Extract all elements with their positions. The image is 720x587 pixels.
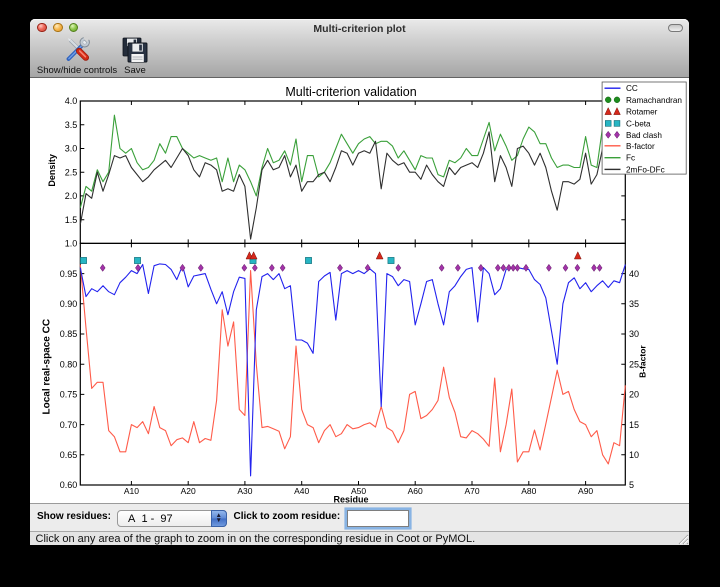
svg-text:Multi-criterion validation: Multi-criterion validation [285, 85, 416, 99]
svg-text:3.0: 3.0 [65, 144, 78, 154]
svg-text:10: 10 [629, 450, 639, 460]
svg-text:40: 40 [629, 269, 639, 279]
svg-text:CC: CC [626, 84, 638, 93]
svg-text:2.5: 2.5 [65, 167, 78, 177]
svg-text:0.60: 0.60 [60, 480, 78, 490]
svg-text:35: 35 [629, 299, 639, 309]
svg-text:Local real-space CC: Local real-space CC [42, 319, 53, 415]
svg-text:2.0: 2.0 [65, 191, 78, 201]
svg-text:25: 25 [629, 359, 639, 369]
svg-text:Rotamer: Rotamer [626, 108, 658, 117]
svg-text:3.5: 3.5 [65, 120, 78, 130]
svg-text:Fc: Fc [626, 154, 635, 163]
svg-text:20: 20 [629, 390, 639, 400]
svg-text:Density: Density [47, 154, 57, 187]
svg-text:0.95: 0.95 [60, 269, 78, 279]
svg-text:0.65: 0.65 [60, 450, 78, 460]
svg-text:Ramachandran: Ramachandran [626, 96, 682, 105]
svg-text:0.85: 0.85 [60, 329, 78, 339]
svg-text:0.90: 0.90 [60, 299, 78, 309]
svg-text:30: 30 [629, 329, 639, 339]
svg-text:B-factor: B-factor [638, 345, 648, 378]
svg-text:2mFo-DFc: 2mFo-DFc [626, 165, 665, 174]
svg-text:A40: A40 [294, 486, 309, 496]
svg-text:A10: A10 [124, 486, 139, 496]
svg-text:A70: A70 [464, 486, 479, 496]
svg-text:A80: A80 [521, 486, 536, 496]
svg-text:0.75: 0.75 [60, 390, 78, 400]
svg-text:A20: A20 [181, 486, 196, 496]
svg-text:15: 15 [629, 420, 639, 430]
svg-text:0.70: 0.70 [60, 420, 78, 430]
svg-text:4.0: 4.0 [65, 96, 78, 106]
svg-text:A90: A90 [578, 486, 593, 496]
svg-text:Residue: Residue [333, 495, 368, 504]
svg-text:1.5: 1.5 [65, 215, 78, 225]
svg-text:5: 5 [629, 480, 634, 490]
svg-text:A60: A60 [408, 486, 423, 496]
svg-text:Bad clash: Bad clash [626, 131, 662, 140]
svg-text:A50: A50 [351, 486, 366, 496]
svg-text:B-factor: B-factor [626, 142, 655, 151]
svg-text:0.80: 0.80 [60, 359, 78, 369]
svg-text:C-beta: C-beta [626, 119, 651, 128]
svg-text:A30: A30 [237, 486, 252, 496]
svg-text:1.0: 1.0 [65, 239, 78, 249]
